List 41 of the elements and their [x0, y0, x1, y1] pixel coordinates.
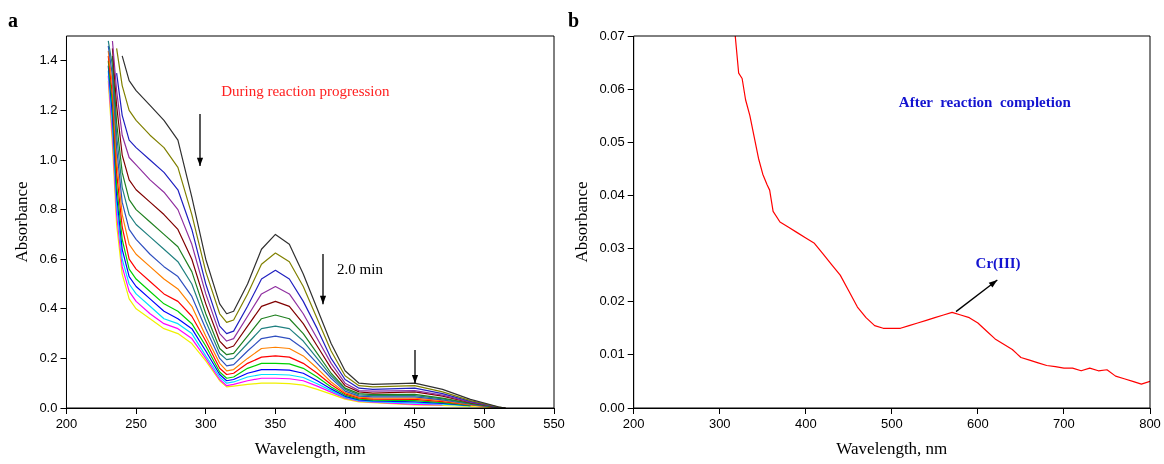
y-tick-label: 0.06: [599, 80, 625, 96]
y-tick-label: 0.03: [599, 240, 625, 256]
x-tick-label: 250: [125, 416, 147, 432]
y-tick-label: 0.4: [39, 300, 58, 316]
y-tick-label: 0.00: [599, 399, 625, 415]
y-tick-label: 0.07: [599, 27, 625, 43]
x-tick-label: 550: [543, 416, 565, 432]
x-tick-label: 500: [473, 416, 496, 432]
x-tick-label: 400: [334, 416, 356, 432]
y-tick-label: 1.4: [39, 52, 58, 68]
annotation: After reaction completion: [898, 93, 1072, 110]
y-tick-label: 0.05: [599, 133, 625, 149]
chart-title: b: [568, 9, 580, 32]
x-tick-label: 500: [881, 416, 903, 432]
annotation: Cr(III): [975, 255, 1021, 273]
chart-title: a: [8, 9, 18, 32]
y-tick-label: 0.0: [39, 399, 58, 415]
annotation: 2.0 min: [337, 261, 384, 278]
x-tick-label: 300: [194, 416, 217, 432]
y-axis-title: Absorbance: [571, 181, 591, 263]
y-tick-label: 0.04: [599, 187, 625, 203]
x-tick-label: 600: [967, 416, 989, 432]
x-tick-label: 300: [708, 416, 731, 432]
y-tick-label: 1.0: [39, 151, 58, 167]
y-tick-label: 0.02: [599, 293, 625, 309]
x-axis-title: Wavelength, nm: [836, 439, 948, 459]
x-tick-label: 200: [622, 416, 645, 432]
y-tick-label: 0.01: [599, 346, 625, 362]
annotation: During reaction progression: [221, 82, 390, 99]
x-tick-label: 700: [1053, 416, 1075, 432]
x-tick-label: 200: [55, 416, 78, 432]
y-tick-label: 0.8: [39, 201, 58, 217]
x-tick-label: 450: [403, 416, 426, 432]
y-tick-label: 0.2: [39, 349, 58, 365]
y-tick-label: 0.6: [39, 250, 58, 266]
x-tick-label: 800: [1139, 416, 1161, 432]
y-axis-title: Absorbance: [11, 181, 31, 263]
x-tick-label: 350: [264, 416, 287, 432]
x-tick-label: 400: [794, 416, 817, 432]
y-tick-label: 1.2: [39, 101, 58, 117]
x-axis-title: Wavelength, nm: [254, 439, 366, 459]
